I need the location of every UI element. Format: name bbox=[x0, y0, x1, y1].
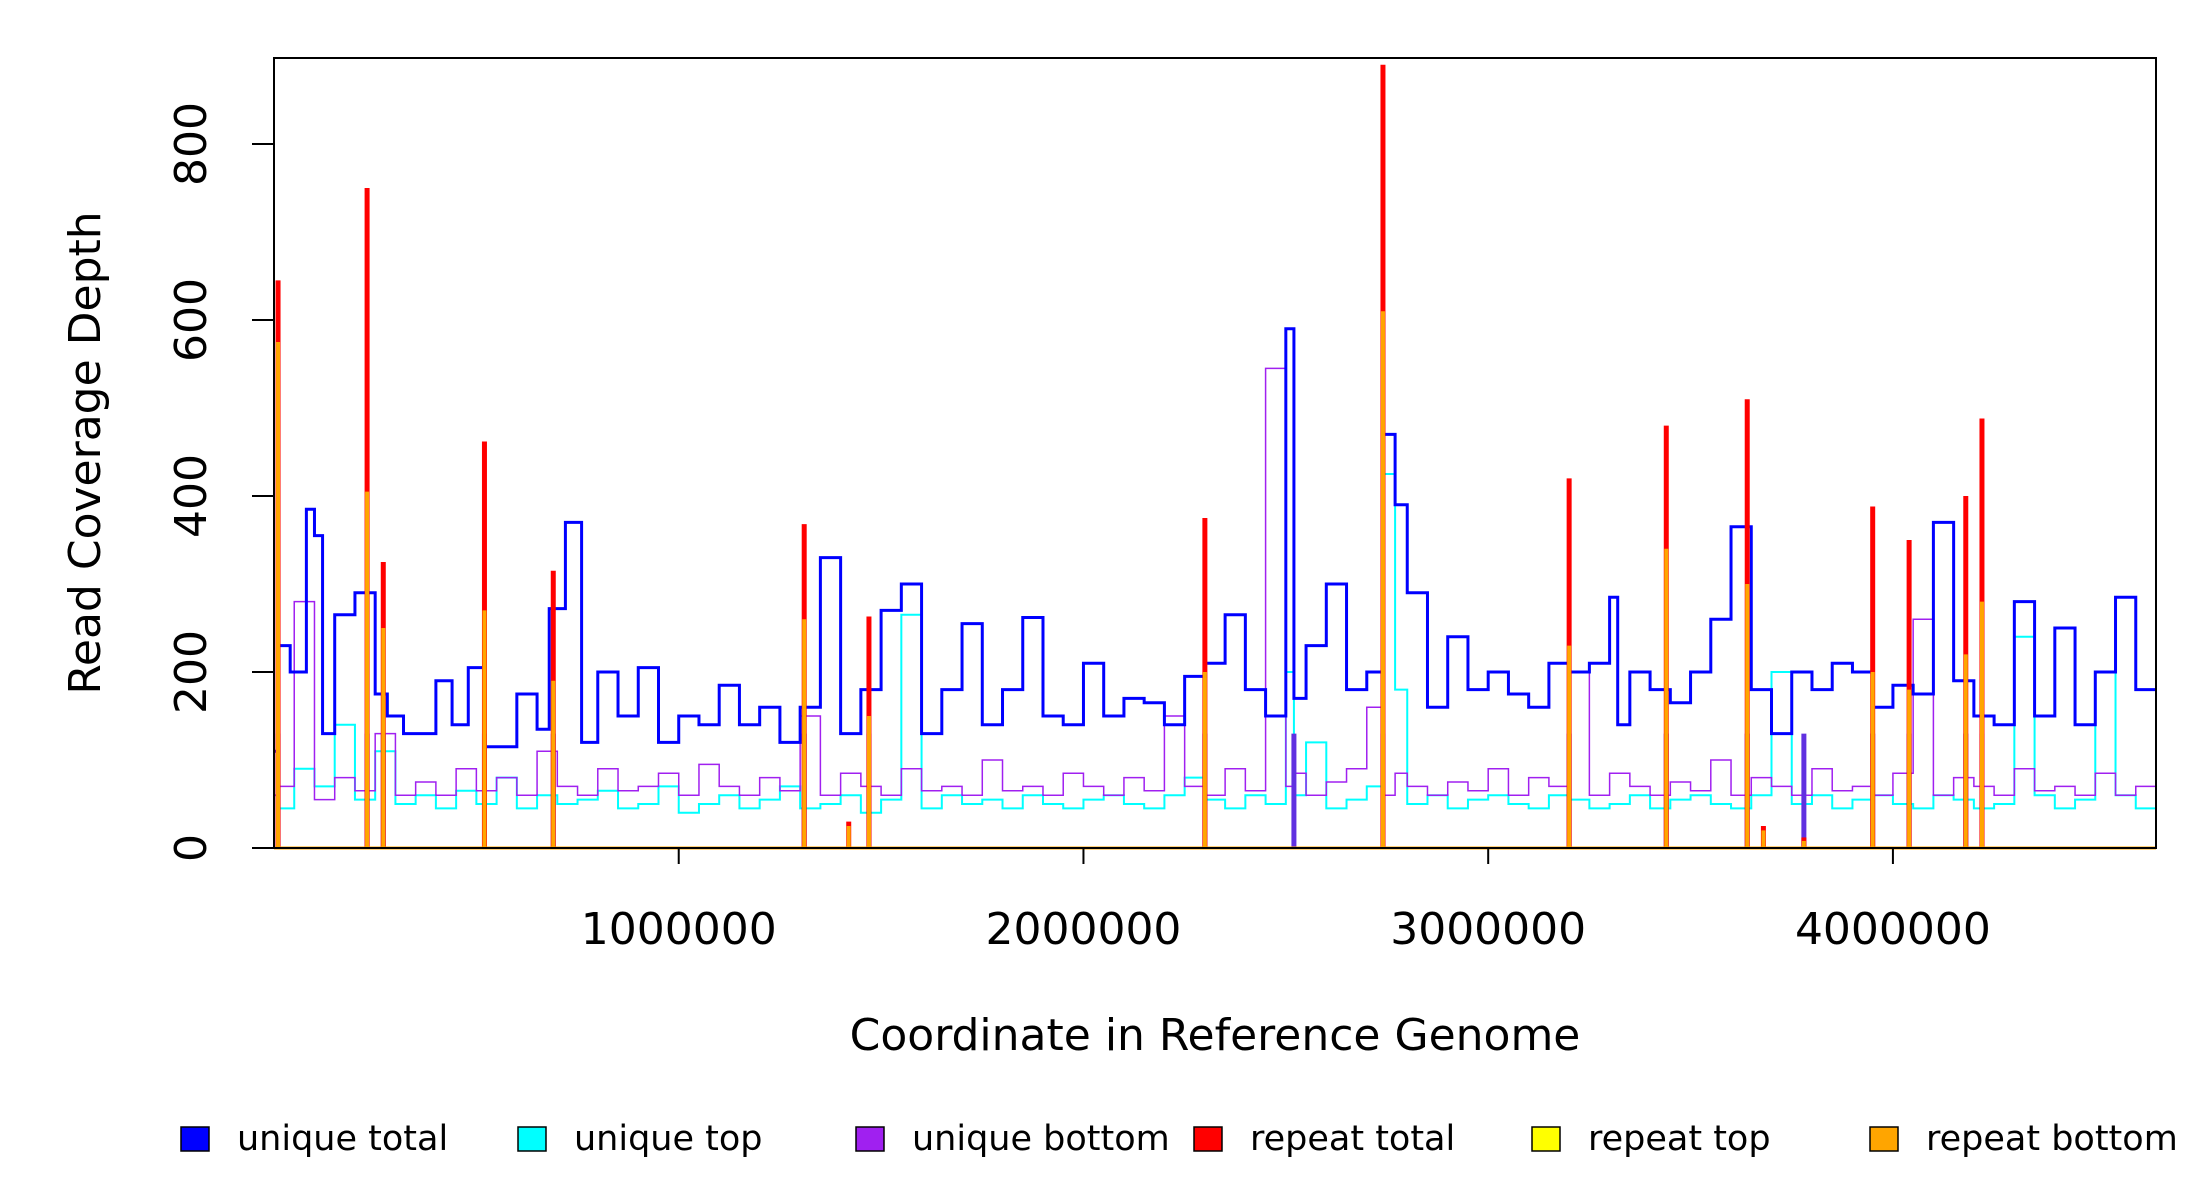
y-tick-label: 800 bbox=[166, 102, 217, 186]
legend-swatch bbox=[1194, 1127, 1222, 1151]
y-tick-label: 200 bbox=[166, 630, 217, 714]
legend-label: repeat total bbox=[1250, 1119, 1455, 1159]
x-tick-label: 1000000 bbox=[581, 904, 777, 955]
legend-swatch bbox=[181, 1127, 209, 1151]
x-tick-label: 2000000 bbox=[985, 904, 1181, 955]
y-tick-label: 400 bbox=[166, 454, 217, 538]
y-axis-label: Read Coverage Depth bbox=[60, 211, 111, 694]
legend-swatch bbox=[1870, 1127, 1898, 1151]
legend-label: unique top bbox=[574, 1119, 763, 1159]
y-tick-label: 600 bbox=[166, 278, 217, 362]
legend-label: unique total bbox=[237, 1119, 448, 1159]
legend-label: repeat top bbox=[1588, 1119, 1771, 1159]
legend-swatch bbox=[856, 1127, 884, 1151]
legend-swatch bbox=[518, 1127, 546, 1151]
legend-label: unique bottom bbox=[912, 1119, 1170, 1159]
legend-swatch bbox=[1532, 1127, 1560, 1151]
legend-label: repeat bottom bbox=[1926, 1119, 2178, 1159]
y-tick-label: 0 bbox=[166, 834, 217, 862]
x-tick-label: 4000000 bbox=[1795, 904, 1991, 955]
x-tick-label: 3000000 bbox=[1390, 904, 1586, 955]
x-axis-label: Coordinate in Reference Genome bbox=[850, 1010, 1581, 1061]
